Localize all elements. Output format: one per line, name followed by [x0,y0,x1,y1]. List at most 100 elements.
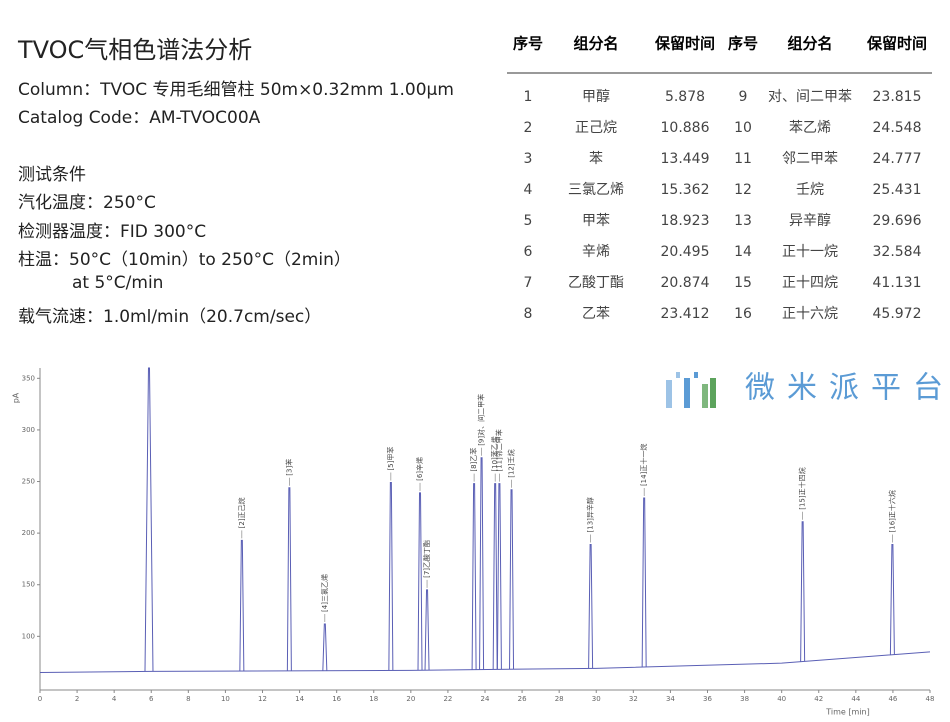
x-tick-label: 0 [38,695,42,703]
x-tick-label: 4 [112,695,117,703]
table-cell: 9 [739,89,748,105]
table-cell: 甲苯 [582,212,610,229]
table-cell: 正十四烷 [782,275,838,291]
table-cell: 41.131 [873,275,922,291]
table-cell: 25.431 [873,182,922,198]
x-tick-label: 28 [555,695,564,703]
header-line: 检测器温度：FID 300°C [18,222,207,242]
peak-label: [10]苯乙烯 [490,436,499,471]
table-cell: 45.972 [873,306,922,322]
peak [492,483,498,670]
peak [388,482,394,671]
y-tick-label: 200 [22,529,35,537]
table-cell: 14 [734,244,752,260]
x-tick-label: 40 [777,695,786,703]
title: TVOC气相色谱法分析 [18,36,253,64]
header-line: at 5°C/min [72,273,164,293]
x-axis-label: Time [min] [825,708,869,717]
table-cell: 2 [524,120,533,136]
y-axis-label: pA [12,392,21,403]
table-cell: 异辛醇 [789,212,831,229]
y-tick-label: 100 [22,632,35,640]
peak [496,483,502,670]
x-tick-label: 26 [518,695,527,703]
table-cell: 辛烯 [582,244,610,260]
table-cell: 23.815 [873,89,922,105]
peak-label: [13]异辛醇 [586,497,595,532]
x-tick-label: 6 [149,695,154,703]
table-cell: 1 [524,89,533,105]
table-cell: 13 [734,213,752,229]
peak-label: [9]对、间二甲苯 [477,394,486,446]
x-tick-label: 20 [406,695,415,703]
table-cell: 8 [524,306,533,322]
table-cell: 24.548 [873,120,922,136]
table-cell: 正十六烷 [782,306,838,322]
table-cell: 24.777 [873,151,922,167]
table-cell: 13.449 [661,151,710,167]
table-header: 组分名 [787,35,832,53]
peak-label: [8]乙苯 [469,448,478,472]
peak-label: [3]苯 [284,459,293,476]
x-tick-label: 38 [740,695,749,703]
table-cell: 20.495 [661,244,710,260]
header-line: Catalog Code：AM-TVOC00A [18,108,261,128]
x-tick-label: 24 [481,695,490,703]
x-tick-label: 30 [592,695,601,703]
header-line: 载气流速：1.0ml/min（20.7cm/sec） [18,307,322,327]
table-cell: 三氯乙烯 [568,182,624,198]
baseline-trace [39,651,931,673]
header-line: Column：TVOC 专用毛细管柱 50m×0.32mm 1.00μm [18,80,454,100]
table-cell: 23.412 [661,306,710,322]
x-tick-label: 22 [443,695,452,703]
logo-bar [666,380,672,408]
table-cell: 3 [524,151,533,167]
peak [889,543,895,655]
x-tick-label: 44 [851,695,860,703]
logo-bar [684,378,690,408]
table-cell: 10 [734,120,752,136]
peak [417,492,423,671]
peak [588,543,594,669]
peak [322,623,328,671]
peak-label: [12]壬烷 [507,449,516,477]
table-cell: 正十一烷 [782,244,838,260]
header-line: 汽化温度：250°C [18,193,156,213]
x-tick-label: 18 [369,695,378,703]
y-tick-label: 350 [22,374,35,382]
x-tick-label: 10 [221,695,230,703]
table-header: 保留时间 [654,35,715,53]
table-cell: 6 [524,244,533,260]
header-line: 测试条件 [18,165,86,185]
peak [509,489,515,670]
table-cell: 壬烷 [796,182,824,198]
x-tick-label: 34 [666,695,675,703]
x-tick-label: 42 [814,695,823,703]
peak [286,487,292,671]
table-cell: 15.362 [661,182,710,198]
table-cell: 11 [734,151,752,167]
table-header: 序号 [513,35,543,53]
table-cell: 20.874 [661,275,710,291]
peak-label: [11]邻二甲苯 [494,429,503,471]
table-cell: 7 [524,275,533,291]
table-cell: 16 [734,306,752,322]
table-cell: 15 [734,275,752,291]
x-tick-label: 46 [888,695,897,703]
table-cell: 10.886 [661,120,710,136]
table-cell: 乙苯 [582,305,610,322]
table-cell: 5.878 [665,89,705,105]
peak [144,367,154,672]
y-tick-label: 300 [22,426,35,434]
y-tick-label: 250 [22,478,35,486]
x-tick-label: 32 [629,695,638,703]
table-cell: 29.696 [873,213,922,229]
peak-label: [16]正十六烷 [887,490,896,532]
peak [800,521,806,662]
peak-label: [5]甲苯 [386,447,395,471]
table-cell: 乙酸丁酯 [568,275,624,291]
x-tick-label: 12 [258,695,267,703]
logo-bar [694,372,698,378]
